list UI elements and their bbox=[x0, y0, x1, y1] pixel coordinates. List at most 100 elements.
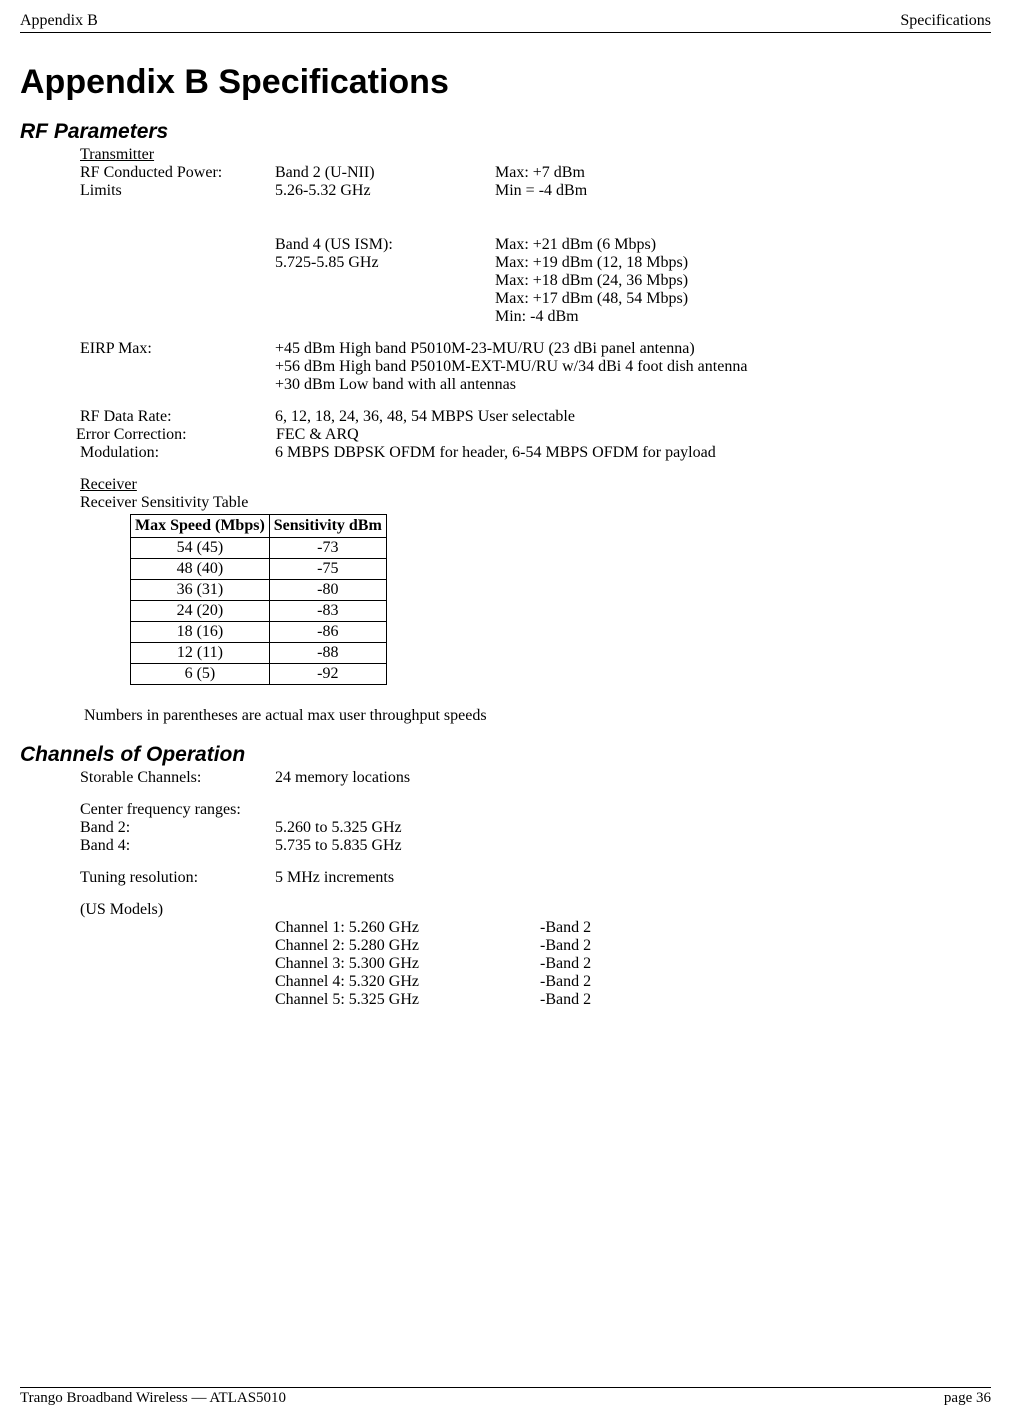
tuning-label: Tuning resolution: bbox=[80, 869, 275, 887]
col-max-speed: Max Speed (Mbps) bbox=[131, 515, 270, 538]
channel-band: -Band 2 bbox=[540, 991, 991, 1009]
channel-freq: Channel 3: 5.300 GHz bbox=[275, 955, 540, 973]
mod-label: Modulation: bbox=[80, 444, 275, 462]
channels-heading: Channels of Operation bbox=[20, 743, 991, 767]
speed-cell: 48 (40) bbox=[131, 559, 270, 580]
channel-row: Channel 3: 5.300 GHz -Band 2 bbox=[80, 955, 991, 973]
channel-freq: Channel 5: 5.325 GHz bbox=[275, 991, 540, 1009]
rst-label: Receiver Sensitivity Table bbox=[80, 494, 991, 512]
band4-row1: Band 4 (US ISM): Max: +21 dBm (6 Mbps) bbox=[80, 236, 991, 254]
ec-label: Error Correction: bbox=[76, 426, 276, 444]
speed-cell: 18 (16) bbox=[131, 622, 270, 643]
speed-cell: 24 (20) bbox=[131, 601, 270, 622]
band4-row5: Min: -4 dBm bbox=[80, 308, 991, 326]
band4-label: Band 4 (US ISM): bbox=[275, 236, 495, 254]
band4-line4: Max: +17 dBm (48, 54 Mbps) bbox=[495, 290, 991, 308]
speed-cell: 6 (5) bbox=[131, 664, 270, 685]
header-left: Appendix B bbox=[20, 12, 98, 30]
storable-val: 24 memory locations bbox=[275, 769, 991, 787]
rf-conducted-label: RF Conducted Power: bbox=[80, 164, 275, 182]
rf-conducted-row1: RF Conducted Power: Band 2 (U-NII) Max: … bbox=[80, 164, 991, 182]
ch-band4-label: Band 4: bbox=[80, 837, 275, 855]
eirp-line1: +45 dBm High band P5010M-23-MU/RU (23 dB… bbox=[275, 340, 991, 358]
eirp-row3: +30 dBm Low band with all antennas bbox=[80, 376, 991, 394]
band2-row: Band 2: 5.260 to 5.325 GHz bbox=[80, 819, 991, 837]
channel-row: Channel 5: 5.325 GHz -Band 2 bbox=[80, 991, 991, 1009]
page-title: Appendix B Specifications bbox=[20, 63, 991, 102]
rf-conducted-row2: Limits 5.26-5.32 GHz Min = -4 dBm bbox=[80, 182, 991, 200]
band4-line2: Max: +19 dBm (12, 18 Mbps) bbox=[495, 254, 991, 272]
data-rate-val: 6, 12, 18, 24, 36, 48, 54 MBPS User sele… bbox=[275, 408, 991, 426]
sens-cell: -86 bbox=[269, 622, 386, 643]
page-footer: Trango Broadband Wireless — ATLAS5010 pa… bbox=[20, 1387, 991, 1407]
band4-row2: 5.725-5.85 GHz Max: +19 dBm (12, 18 Mbps… bbox=[80, 254, 991, 272]
table-row: 48 (40) -75 bbox=[131, 559, 387, 580]
col-sensitivity: Sensitivity dBm bbox=[269, 515, 386, 538]
table-row: 6 (5) -92 bbox=[131, 664, 387, 685]
footer-left: Trango Broadband Wireless — ATLAS5010 bbox=[20, 1390, 286, 1407]
band4-row: Band 4: 5.735 to 5.835 GHz bbox=[80, 837, 991, 855]
eirp-row2: +56 dBm High band P5010M-EXT-MU/RU w/34 … bbox=[80, 358, 991, 376]
cfr-label: Center frequency ranges: bbox=[80, 801, 991, 819]
sensitivity-table: Max Speed (Mbps) Sensitivity dBm 54 (45)… bbox=[130, 514, 387, 685]
channel-freq: Channel 1: 5.260 GHz bbox=[275, 919, 540, 937]
eirp-label: EIRP Max: bbox=[80, 340, 275, 358]
table-row: 36 (31) -80 bbox=[131, 580, 387, 601]
band2-min: Min = -4 dBm bbox=[495, 182, 991, 200]
tuning-val: 5 MHz increments bbox=[275, 869, 991, 887]
transmitter-heading: Transmitter bbox=[80, 146, 991, 164]
sens-cell: -73 bbox=[269, 538, 386, 559]
ec-val: FEC & ARQ bbox=[276, 426, 991, 444]
sens-cell: -83 bbox=[269, 601, 386, 622]
band4-freq: 5.725-5.85 GHz bbox=[275, 254, 495, 272]
sens-cell: -88 bbox=[269, 643, 386, 664]
footer-right: page 36 bbox=[944, 1390, 991, 1407]
limits-label: Limits bbox=[80, 182, 275, 200]
page-header: Appendix B Specifications bbox=[20, 12, 991, 33]
band2-label: Band 2 (U-NII) bbox=[275, 164, 495, 182]
ch-band2-label: Band 2: bbox=[80, 819, 275, 837]
receiver-heading: Receiver bbox=[80, 476, 991, 494]
sens-cell: -92 bbox=[269, 664, 386, 685]
ch-band2-val: 5.260 to 5.325 GHz bbox=[275, 819, 991, 837]
us-models-label: (US Models) bbox=[80, 901, 991, 919]
speed-cell: 36 (31) bbox=[131, 580, 270, 601]
mod-val: 6 MBPS DBPSK OFDM for header, 6-54 MBPS … bbox=[275, 444, 991, 462]
transmitter-block: Transmitter RF Conducted Power: Band 2 (… bbox=[80, 146, 991, 426]
channel-freq: Channel 4: 5.320 GHz bbox=[275, 973, 540, 991]
channel-row: Channel 2: 5.280 GHz -Band 2 bbox=[80, 937, 991, 955]
table-header-row: Max Speed (Mbps) Sensitivity dBm bbox=[131, 515, 387, 538]
sens-cell: -75 bbox=[269, 559, 386, 580]
header-right: Specifications bbox=[900, 12, 991, 30]
channel-band: -Band 2 bbox=[540, 955, 991, 973]
storable-label: Storable Channels: bbox=[80, 769, 275, 787]
data-rate-row: RF Data Rate: 6, 12, 18, 24, 36, 48, 54 … bbox=[80, 408, 991, 426]
eirp-row1: EIRP Max: +45 dBm High band P5010M-23-MU… bbox=[80, 340, 991, 358]
rf-parameters-heading: RF Parameters bbox=[20, 120, 991, 144]
band2-freq: 5.26-5.32 GHz bbox=[275, 182, 495, 200]
throughput-note: Numbers in parentheses are actual max us… bbox=[84, 707, 991, 725]
table-row: 24 (20) -83 bbox=[131, 601, 387, 622]
band4-line1: Max: +21 dBm (6 Mbps) bbox=[495, 236, 991, 254]
data-rate-label: RF Data Rate: bbox=[80, 408, 275, 426]
band4-row3: Max: +18 dBm (24, 36 Mbps) bbox=[80, 272, 991, 290]
channel-row: Channel 1: 5.260 GHz -Band 2 bbox=[80, 919, 991, 937]
tuning-row: Tuning resolution: 5 MHz increments bbox=[80, 869, 991, 887]
channel-freq: Channel 2: 5.280 GHz bbox=[275, 937, 540, 955]
band4-line3: Max: +18 dBm (24, 36 Mbps) bbox=[495, 272, 991, 290]
ch-band4-val: 5.735 to 5.835 GHz bbox=[275, 837, 991, 855]
page: Appendix B Specifications Appendix B Spe… bbox=[0, 0, 1011, 1417]
band4-row4: Max: +17 dBm (48, 54 Mbps) bbox=[80, 290, 991, 308]
channels-block: Storable Channels: 24 memory locations C… bbox=[80, 769, 991, 1009]
mod-block: Modulation: 6 MBPS DBPSK OFDM for header… bbox=[80, 444, 991, 512]
channel-band: -Band 2 bbox=[540, 919, 991, 937]
channel-band: -Band 2 bbox=[540, 973, 991, 991]
storable-row: Storable Channels: 24 memory locations bbox=[80, 769, 991, 787]
table-row: 18 (16) -86 bbox=[131, 622, 387, 643]
band2-max: Max: +7 dBm bbox=[495, 164, 991, 182]
table-row: 12 (11) -88 bbox=[131, 643, 387, 664]
band4-line5: Min: -4 dBm bbox=[495, 308, 991, 326]
speed-cell: 54 (45) bbox=[131, 538, 270, 559]
error-correction-row: Error Correction: FEC & ARQ bbox=[76, 426, 991, 444]
channel-row: Channel 4: 5.320 GHz -Band 2 bbox=[80, 973, 991, 991]
